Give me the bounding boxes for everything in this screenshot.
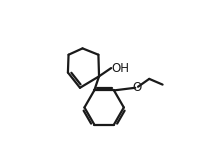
Text: O: O: [132, 81, 141, 94]
Text: OH: OH: [112, 62, 130, 75]
